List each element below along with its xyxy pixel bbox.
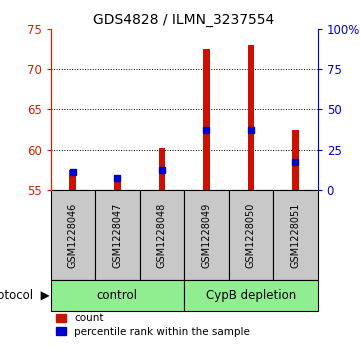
Bar	[140, 190, 184, 280]
Bar	[51, 280, 184, 310]
Text: CypB depletion: CypB depletion	[206, 289, 296, 302]
Bar	[248, 45, 254, 190]
Text: GSM1228048: GSM1228048	[157, 203, 167, 268]
Text: GSM1228046: GSM1228046	[68, 203, 78, 268]
Title: GDS4828 / ILMN_3237554: GDS4828 / ILMN_3237554	[93, 13, 275, 26]
Bar	[184, 280, 318, 310]
Bar	[114, 179, 121, 190]
Bar	[292, 130, 299, 190]
Bar	[184, 190, 229, 280]
Text: control: control	[97, 289, 138, 302]
Bar	[69, 170, 76, 190]
Bar	[229, 190, 273, 280]
Bar	[203, 49, 210, 190]
Bar	[158, 148, 165, 190]
Text: GSM1228051: GSM1228051	[290, 203, 300, 268]
Bar	[51, 190, 95, 280]
Bar	[95, 190, 140, 280]
Legend: count, percentile rank within the sample: count, percentile rank within the sample	[56, 314, 251, 337]
Text: GSM1228047: GSM1228047	[112, 203, 122, 268]
Text: GSM1228050: GSM1228050	[246, 203, 256, 268]
Bar	[273, 190, 318, 280]
Text: GSM1228049: GSM1228049	[201, 203, 212, 268]
Text: protocol  ▶: protocol ▶	[0, 289, 50, 302]
